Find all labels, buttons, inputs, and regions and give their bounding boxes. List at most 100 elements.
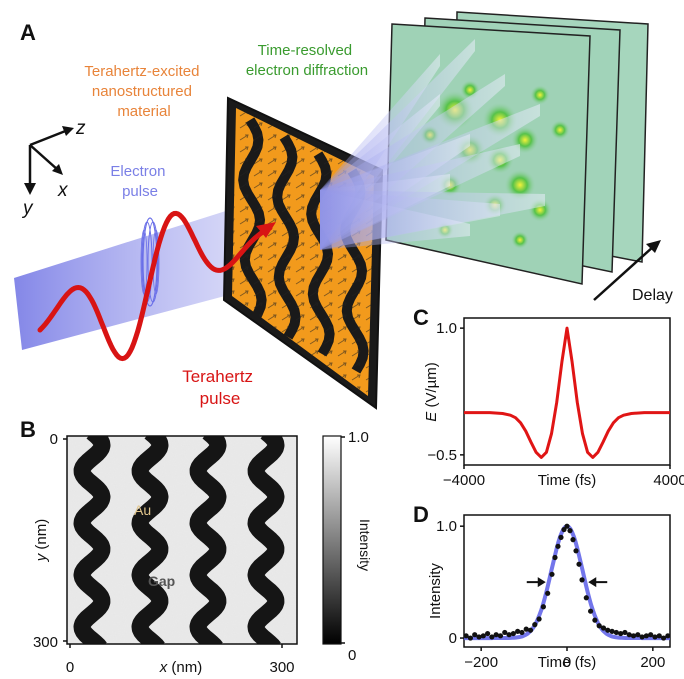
- data-point: [656, 633, 662, 639]
- data-point: [467, 635, 474, 641]
- data-point: [523, 626, 529, 632]
- b-x-axis-label: x (nm): [159, 659, 203, 676]
- sem-gap-stripe: [131, 436, 169, 644]
- data-point: [532, 622, 538, 628]
- c-y-axis-label: E (V/µm): [423, 362, 440, 421]
- data-point: [576, 561, 582, 567]
- sample-plate: [222, 96, 384, 410]
- au-label: Au: [134, 502, 151, 518]
- y-tick-label: −0.5: [427, 447, 457, 464]
- delay-label: Delay: [632, 287, 673, 304]
- data-point: [588, 608, 594, 614]
- plot-frame: [463, 514, 671, 648]
- data-point: [618, 630, 624, 637]
- data-point: [639, 634, 645, 640]
- data-point: [493, 632, 499, 638]
- b-y-axis-label: y (nm): [33, 519, 50, 563]
- y-tick-label: 0: [449, 630, 457, 647]
- panel-a-letter: A: [20, 20, 36, 45]
- b-xtick-300: 300: [269, 659, 294, 676]
- diffraction-spot: [504, 169, 536, 201]
- data-point: [643, 633, 649, 639]
- data-point: [476, 634, 482, 640]
- data-point: [564, 523, 570, 529]
- data-point: [527, 627, 534, 633]
- data-point: [567, 528, 573, 534]
- colorbar-label: Intensity: [357, 519, 373, 571]
- data-point: [561, 526, 567, 533]
- gaussian-fit-line: [464, 524, 670, 641]
- data-point: [652, 634, 658, 640]
- terahertz-arrowhead: [256, 222, 276, 238]
- x-tick-label: 4000: [653, 472, 684, 489]
- data-point: [573, 548, 579, 554]
- electron-pulse-label: Electron pulse: [110, 163, 169, 200]
- panel-c-letter: C: [413, 305, 429, 330]
- x-axis-label: Time (fs): [538, 472, 597, 489]
- data-point: [613, 629, 619, 636]
- fwhm-arrowhead-right: [588, 577, 597, 588]
- x-tick-label: −200: [464, 654, 498, 671]
- x-axis-label: Time (fs): [538, 654, 597, 671]
- x-tick-label: 0: [563, 654, 571, 671]
- x-tick-label: 200: [640, 654, 665, 671]
- coordinate-axes: [24, 126, 74, 195]
- data-point: [480, 633, 486, 639]
- b-xtick-0: 0: [66, 659, 74, 676]
- diffraction-label: Time-resolved electron diffraction: [246, 42, 368, 79]
- data-point: [552, 554, 558, 561]
- colorbar-tick-max: 1.0: [348, 429, 369, 446]
- data-point: [497, 633, 504, 639]
- chart-c: −4000 4000 1.0 −0.5 Time (fs): [427, 317, 684, 489]
- panel-b: B Au Gap 0 300 0 300 x (nm) y (nm) 1.0 0…: [20, 417, 373, 676]
- diffraction-cone: [320, 190, 470, 250]
- panel-b-letter: B: [20, 417, 36, 442]
- b-ytick-300: 300: [33, 634, 58, 651]
- delay-arrow: [593, 240, 661, 301]
- data-point: [605, 627, 611, 633]
- data-point: [570, 537, 576, 543]
- data-point: [489, 634, 495, 640]
- terahertz-pulse-label: Terahertz pulse: [182, 367, 258, 408]
- plot-frame: [463, 317, 671, 466]
- diffraction-spot: [550, 120, 570, 140]
- diffraction-spot: [530, 85, 550, 105]
- data-point: [630, 633, 637, 639]
- field-trace-line: [464, 326, 670, 459]
- data-point: [622, 629, 628, 636]
- sem-gap-stripe: [247, 436, 285, 644]
- data-point: [592, 617, 598, 623]
- data-point: [485, 630, 491, 637]
- d-y-axis-label: Intensity: [427, 563, 444, 619]
- data-point: [579, 577, 585, 583]
- data-point: [536, 616, 542, 622]
- data-point: [510, 630, 516, 637]
- data-point: [635, 632, 641, 638]
- y-tick-label: 1.0: [436, 320, 457, 337]
- diffraction-cones: [320, 39, 545, 250]
- data-point: [558, 534, 564, 540]
- fwhm-arrowhead-left: [537, 577, 546, 588]
- colorbar: [322, 435, 342, 645]
- axis-label-x: x: [57, 180, 69, 201]
- data-point: [506, 632, 512, 638]
- gap-label: Gap: [148, 573, 175, 589]
- axis-label-y: y: [21, 198, 34, 219]
- diffraction-spot: [511, 231, 529, 249]
- data-point: [626, 632, 632, 638]
- data-point: [540, 604, 546, 610]
- data-point: [660, 635, 667, 641]
- data-point: [545, 590, 551, 596]
- data-point: [463, 633, 469, 639]
- data-point: [583, 595, 589, 601]
- data-point: [600, 625, 607, 631]
- panel-c: C −4000 4000 1.0 −0.5 Time (fs) E (V/µm): [413, 305, 684, 489]
- data-point: [515, 628, 521, 634]
- data-point: [596, 623, 602, 629]
- material-label: Terahertz-excited nanostructured materia…: [84, 63, 203, 120]
- data-point: [665, 633, 671, 639]
- b-ytick-0: 0: [50, 431, 58, 448]
